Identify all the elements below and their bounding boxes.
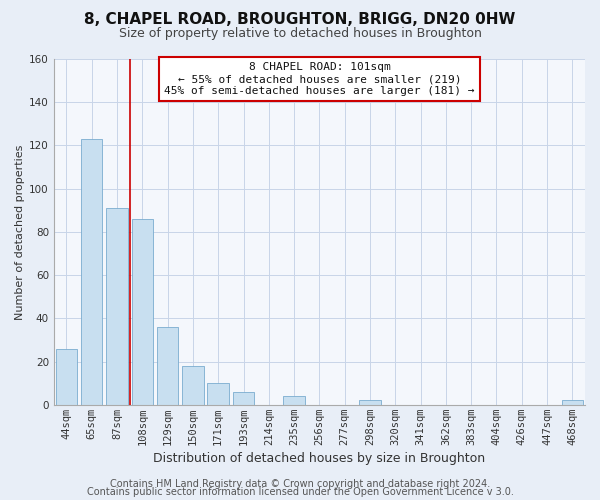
- Text: 8 CHAPEL ROAD: 101sqm
← 55% of detached houses are smaller (219)
45% of semi-det: 8 CHAPEL ROAD: 101sqm ← 55% of detached …: [164, 62, 475, 96]
- Text: Size of property relative to detached houses in Broughton: Size of property relative to detached ho…: [119, 28, 481, 40]
- Bar: [157, 327, 178, 405]
- X-axis label: Distribution of detached houses by size in Broughton: Distribution of detached houses by size …: [154, 452, 485, 465]
- Bar: [359, 400, 381, 405]
- Bar: [208, 383, 229, 405]
- Bar: [81, 139, 103, 405]
- Bar: [56, 348, 77, 405]
- Text: Contains public sector information licensed under the Open Government Licence v : Contains public sector information licen…: [86, 487, 514, 497]
- Bar: [106, 208, 128, 405]
- Bar: [233, 392, 254, 405]
- Bar: [283, 396, 305, 405]
- Bar: [562, 400, 583, 405]
- Text: 8, CHAPEL ROAD, BROUGHTON, BRIGG, DN20 0HW: 8, CHAPEL ROAD, BROUGHTON, BRIGG, DN20 0…: [85, 12, 515, 28]
- Bar: [182, 366, 203, 405]
- Text: Contains HM Land Registry data © Crown copyright and database right 2024.: Contains HM Land Registry data © Crown c…: [110, 479, 490, 489]
- Y-axis label: Number of detached properties: Number of detached properties: [15, 144, 25, 320]
- Bar: [131, 219, 153, 405]
